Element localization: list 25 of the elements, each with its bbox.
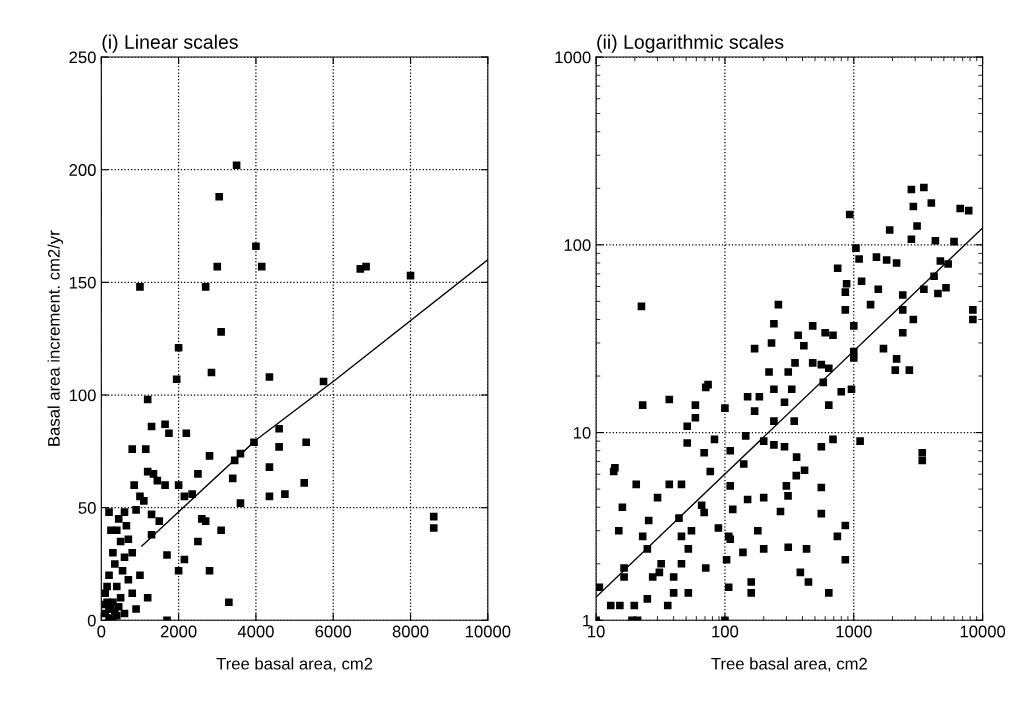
y-tick-label: 200 bbox=[69, 164, 96, 176]
y-tick-label: 150 bbox=[69, 276, 96, 289]
y-tick-label: 250 bbox=[69, 51, 96, 64]
x-tick-label: 8000 bbox=[392, 625, 429, 638]
y-tick-label: 50 bbox=[78, 502, 96, 514]
x-tick-label: 100 bbox=[712, 625, 739, 638]
y-tick-label: 100 bbox=[69, 389, 96, 402]
x-tick-label: 2000 bbox=[160, 625, 197, 638]
x-tick-label: 10000 bbox=[960, 625, 1006, 638]
y-tick-label: 1000 bbox=[555, 51, 591, 64]
y-tick-label: 10 bbox=[573, 426, 591, 439]
x-tick-label: 10000 bbox=[465, 625, 511, 638]
chart-title: (ii) Logarithmic scales bbox=[597, 34, 784, 53]
x-tick-label: 1000 bbox=[836, 625, 872, 638]
y-tick-label: 0 bbox=[87, 614, 96, 627]
x-axis-title: Tree basal area, cm2 bbox=[711, 657, 867, 672]
chart-title: (i) Linear scales bbox=[102, 34, 238, 53]
y-axis-title: Basal area increment. cm2/yr bbox=[47, 230, 64, 446]
x-tick-label: 4000 bbox=[237, 625, 274, 638]
x-axis-title: Tree basal area, cm2 bbox=[216, 657, 373, 672]
y-tick-label: 1 bbox=[583, 614, 591, 627]
x-tick-label: 0 bbox=[97, 625, 106, 638]
x-tick-label: 10 bbox=[588, 625, 605, 638]
x-tick-label: 6000 bbox=[315, 625, 352, 638]
y-tick-label: 100 bbox=[564, 239, 591, 251]
